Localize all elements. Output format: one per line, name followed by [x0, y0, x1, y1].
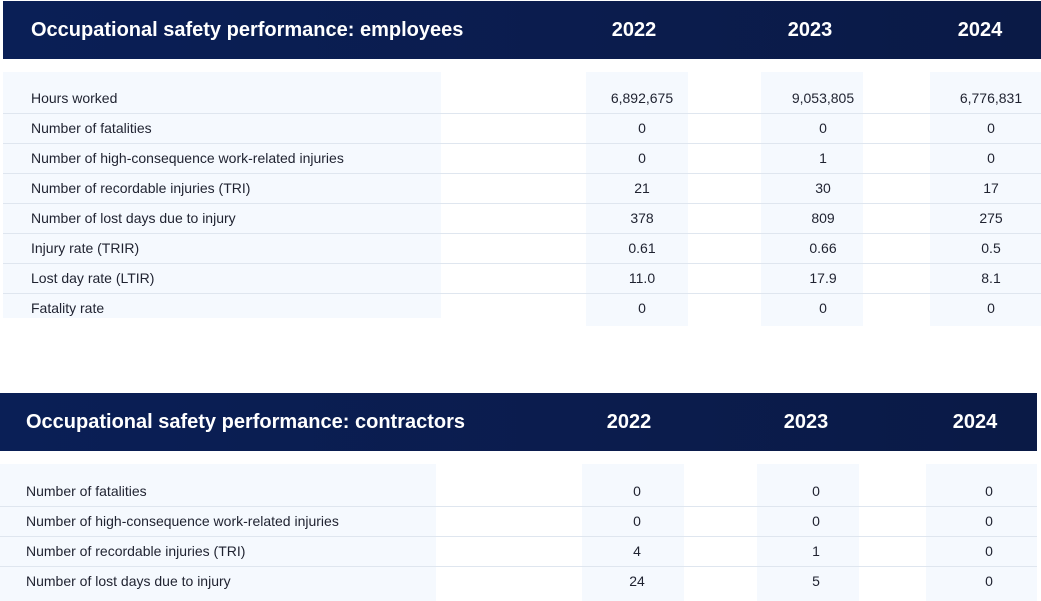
row-value-2022: 0	[633, 513, 641, 529]
contractors-year-2022: 2022	[606, 411, 652, 433]
row-label: Fatality rate	[31, 300, 105, 316]
row-value-2022: 0	[638, 150, 646, 166]
row-value-2024: 0.5	[981, 240, 1001, 256]
contractors-table: Occupational safety performance: contrac…	[0, 392, 1041, 601]
employees-2024-panel	[930, 72, 1041, 326]
row-value-2024: 0	[985, 543, 993, 559]
contractors-2023-panel	[757, 464, 859, 601]
employees-2023-panel	[761, 72, 863, 326]
row-value-2023: 0	[812, 483, 820, 499]
contractors-title: Occupational safety performance: contrac…	[26, 411, 466, 433]
row-value-2022: 0	[638, 120, 646, 136]
row-label: Number of fatalities	[26, 483, 147, 499]
row-label: Number of high-consequence work-related …	[26, 513, 339, 529]
row-value-2022: 6,892,675	[610, 90, 674, 106]
row-value-2023: 809	[811, 210, 835, 226]
row-value-2022: 0	[638, 300, 646, 316]
row-value-2022: 0.61	[628, 240, 656, 256]
row-value-2022: 24	[629, 573, 645, 589]
row-label: Hours worked	[31, 90, 118, 106]
row-value-2022: 11.0	[628, 270, 656, 286]
row-value-2024: 17	[983, 180, 999, 196]
row-value-2024: 0	[987, 150, 995, 166]
employees-title: Occupational safety performance: employe…	[31, 19, 464, 41]
contractors-2024-panel	[926, 464, 1037, 601]
table-row: Number of high-consequence work-related …	[0, 506, 1037, 537]
table-row: Number of lost days due to injury 24 5 0	[0, 566, 1037, 596]
employees-header: Occupational safety performance: employe…	[3, 1, 1041, 59]
row-value-2024: 0	[987, 300, 995, 316]
row-label: Number of lost days due to injury	[26, 573, 231, 589]
row-value-2022: 0	[633, 483, 641, 499]
row-label: Injury rate (TRIR)	[31, 240, 140, 256]
table-row: Number of recordable injuries (TRI) 4 1 0	[0, 536, 1037, 567]
employees-table: Occupational safety performance: employe…	[3, 0, 1041, 330]
row-label: Number of high-consequence work-related …	[31, 150, 344, 166]
row-value-2024: 6,776,831	[959, 90, 1023, 106]
row-value-2024: 0	[985, 573, 993, 589]
row-value-2023: 9,053,805	[791, 90, 855, 106]
row-value-2023: 0	[819, 120, 827, 136]
contractors-header: Occupational safety performance: contrac…	[0, 393, 1037, 451]
table-row: Injury rate (TRIR) 0.61 0.66 0.5	[3, 233, 1041, 264]
row-value-2023: 1	[819, 150, 827, 166]
row-label: Number of lost days due to injury	[31, 210, 236, 226]
row-value-2023: 17.9	[809, 270, 837, 286]
table-row: Number of fatalities 0 0 0	[0, 476, 1037, 507]
row-label: Number of fatalities	[31, 120, 152, 136]
row-value-2023: 0.66	[809, 240, 837, 256]
employees-year-2024: 2024	[957, 19, 1003, 41]
row-value-2023: 1	[812, 543, 820, 559]
table-row: Hours worked 6,892,675 9,053,805 6,776,831	[3, 83, 1041, 114]
employees-year-2022: 2022	[611, 19, 657, 41]
row-value-2024: 0	[987, 120, 995, 136]
row-value-2022: 4	[633, 543, 641, 559]
row-value-2023: 5	[812, 573, 820, 589]
table-row: Lost day rate (LTIR) 11.0 17.9 8.1	[3, 263, 1041, 294]
contractors-2022-panel	[582, 464, 684, 601]
employees-2022-panel	[586, 72, 688, 326]
table-row: Number of fatalities 0 0 0	[3, 113, 1041, 144]
table-row: Number of high-consequence work-related …	[3, 143, 1041, 174]
row-value-2024: 8.1	[981, 270, 1001, 286]
row-value-2022: 21	[634, 180, 650, 196]
row-value-2023: 30	[815, 180, 831, 196]
table-row: Number of recordable injuries (TRI) 21 30 1…	[3, 173, 1041, 204]
row-value-2023: 0	[819, 300, 827, 316]
contractors-label-panel	[0, 464, 436, 601]
row-value-2022: 378	[630, 210, 654, 226]
row-value-2024: 0	[985, 483, 993, 499]
table-row: Number of lost days due to injury 378 809 2…	[3, 203, 1041, 234]
contractors-year-2023: 2023	[783, 411, 829, 433]
row-value-2024: 0	[985, 513, 993, 529]
employees-year-2023: 2023	[787, 19, 833, 41]
table-row: Fatality rate 0 0 0	[3, 293, 1041, 323]
row-label: Lost day rate (LTIR)	[31, 270, 155, 286]
row-value-2024: 275	[979, 210, 1003, 226]
row-value-2023: 0	[812, 513, 820, 529]
contractors-year-2024: 2024	[952, 411, 998, 433]
row-label: Number of recordable injuries (TRI)	[26, 543, 246, 559]
row-label: Number of recordable injuries (TRI)	[31, 180, 251, 196]
